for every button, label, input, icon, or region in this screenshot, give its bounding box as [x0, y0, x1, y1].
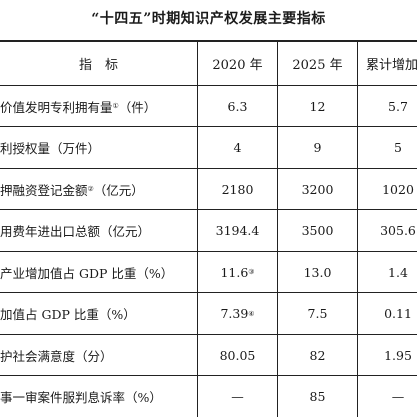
value-2025: 13.0 [303, 264, 332, 280]
value-text: 7.39 [220, 306, 249, 321]
indicator-label: 利授权量（万件） [0, 141, 101, 156]
value-2020: — [231, 389, 244, 404]
value-increase: 1020 [382, 181, 414, 197]
row-divider [0, 375, 417, 376]
header-rule [0, 85, 417, 86]
value-2020: 80.05 [219, 347, 256, 363]
document-title: “十四五”时期知识产权发展主要指标 [91, 11, 326, 27]
table-row-indicator: 用费年进出口总额（亿元） [0, 210, 197, 251]
indicator-label: 押融资登记金额 [0, 182, 88, 198]
header-2020: 2020 年 [212, 57, 263, 73]
value-increase: 1.4 [388, 264, 408, 280]
header-indicator: 指 标 [78, 57, 118, 73]
indicator-label: 产业增加值占 GDP 比重（%） [0, 265, 174, 281]
value-2025: 85 [309, 389, 326, 404]
row-divider [0, 292, 417, 293]
value-increase: 5 [394, 140, 402, 155]
column-divider [197, 40, 198, 417]
value-2025: 7.5 [307, 306, 328, 321]
header-cumulative-increase: 累计增加 [366, 57, 417, 73]
table-row-indicator: 价值发明专利拥有量 ① （件） [0, 86, 197, 126]
table-row-indicator: 产业增加值占 GDP 比重（%） [0, 252, 197, 292]
table-row-indicator: 事一审案件服判息诉率（%） [0, 376, 197, 417]
column-divider [277, 40, 278, 417]
value-2025: 3500 [301, 223, 334, 238]
value-2025: 9 [313, 140, 322, 155]
value-increase: 305.6 [380, 223, 416, 238]
value-2020: 3194.4 [215, 223, 260, 238]
value-text: 11.6 [220, 264, 249, 280]
table-row-indicator: 押融资登记金额 ② （亿元） [0, 169, 197, 209]
header-2025: 2025 年 [292, 57, 343, 73]
value-increase: — [391, 389, 405, 404]
table-top-rule [0, 40, 417, 42]
row-divider [0, 251, 417, 252]
value-2025: 82 [309, 347, 326, 363]
value-2020: 6.3 [227, 98, 248, 114]
row-divider [0, 126, 417, 127]
indicator-label: 价值发明专利拥有量 [0, 99, 113, 115]
indicator-unit: （亿元） [93, 182, 144, 198]
value-increase: 0.11 [384, 306, 412, 321]
table-row-indicator: 加值占 GDP 比重（%） [0, 293, 197, 334]
row-divider [0, 334, 417, 335]
indicator-label: 用费年进出口总额（亿元） [0, 224, 151, 239]
row-divider [0, 209, 417, 210]
table-row-indicator: 护社会满意度（分） [0, 335, 197, 375]
value-2020: 11.6 ③ [220, 264, 255, 280]
value-increase: 1.95 [384, 347, 412, 363]
indicators-table: 指 标 2020 年 2025 年 累计增加 价值发明专利拥有量 ① （件） 6.3… [0, 40, 417, 417]
value-2020: 4 [233, 140, 242, 155]
value-2025: 12 [309, 98, 326, 114]
value-2020: 2180 [221, 181, 254, 197]
indicator-label: 事一审案件服判息诉率（%） [0, 390, 162, 405]
indicator-label: 加值占 GDP 比重（%） [0, 307, 136, 322]
column-divider [357, 40, 358, 417]
value-2025: 3200 [301, 181, 334, 197]
value-increase: 5.7 [388, 98, 408, 114]
row-divider [0, 168, 417, 169]
value-2020: 7.39 ④ [220, 306, 255, 321]
indicator-unit: （件） [118, 99, 157, 115]
indicator-label: 护社会满意度（分） [0, 348, 113, 364]
table-row-indicator: 利授权量（万件） [0, 127, 197, 168]
